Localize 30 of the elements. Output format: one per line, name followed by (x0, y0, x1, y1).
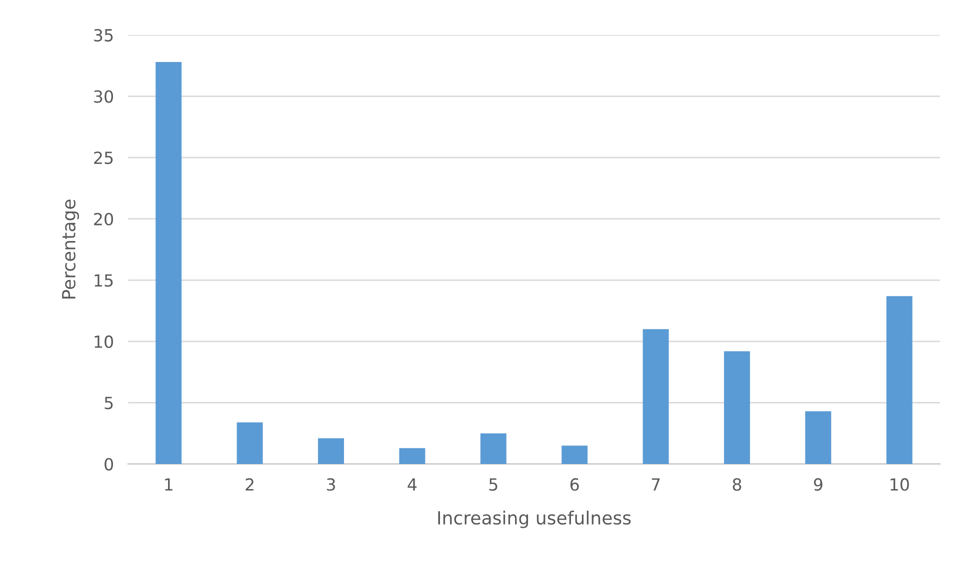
bar (318, 438, 344, 464)
x-tick-label: 3 (326, 478, 335, 491)
y-tick-label: 35 (94, 28, 113, 42)
y-axis-title: Percentage (62, 200, 80, 299)
y-tick-label: 30 (94, 90, 114, 103)
x-tick-label: 4 (408, 478, 417, 491)
y-tick-label: 15 (94, 274, 113, 287)
bar (886, 296, 912, 464)
x-tick-label: 7 (652, 478, 660, 491)
y-tick-label: 25 (94, 152, 113, 164)
bar (399, 448, 426, 464)
bar (156, 62, 182, 464)
y-tick-label: 20 (94, 212, 114, 226)
y-tick-label: 0 (104, 458, 114, 471)
x-tick-label: 5 (489, 478, 498, 491)
bar (642, 329, 669, 464)
x-tick-label: 10 (890, 478, 909, 491)
y-tick-label: 5 (104, 396, 113, 410)
y-tick-label: 10 (94, 335, 114, 348)
x-tick-label: 2 (246, 478, 254, 491)
x-tick-label: 8 (732, 478, 742, 491)
bar (236, 422, 263, 464)
x-tick-label: 9 (814, 478, 822, 491)
x-tick-label: 1 (165, 478, 172, 491)
bar (480, 433, 506, 464)
bar (805, 411, 832, 464)
bar (562, 446, 588, 464)
bar (724, 351, 750, 464)
x-axis-title: Increasing usefulness (438, 510, 631, 528)
x-tick-label: 6 (570, 478, 579, 491)
